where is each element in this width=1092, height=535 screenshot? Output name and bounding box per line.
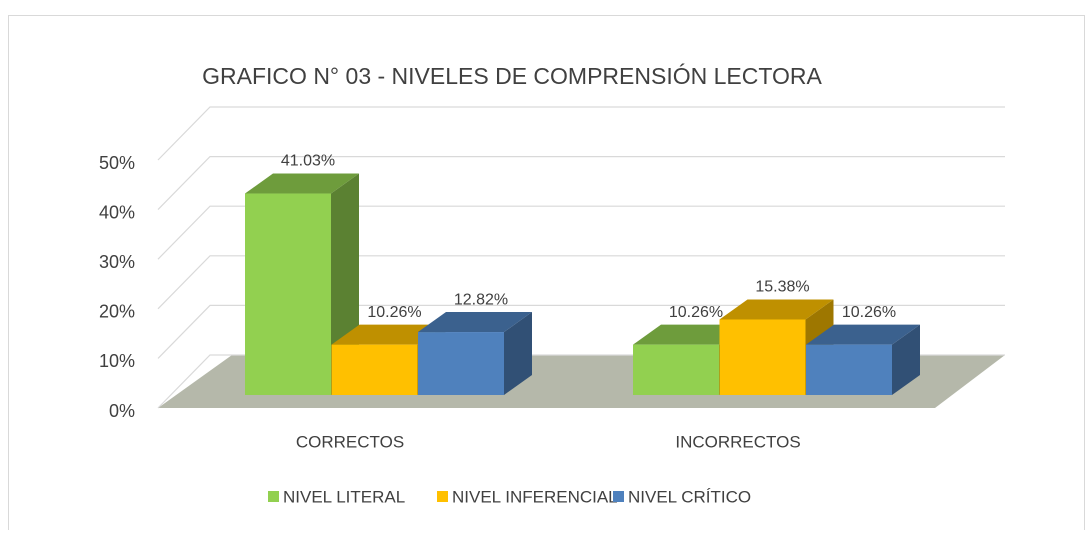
bar-side [504, 312, 532, 395]
bar-top [245, 173, 359, 194]
y-tick-label: 20% [99, 302, 135, 322]
bar-side [892, 324, 920, 395]
bar-top [418, 312, 532, 333]
legend-swatch [268, 491, 279, 502]
y-tick-label: 40% [99, 202, 135, 222]
grid-line [157, 255, 1005, 310]
bar-top [719, 299, 834, 320]
bar [806, 344, 892, 395]
legend-label: NIVEL LITERAL [283, 487, 405, 506]
bar-top [633, 324, 747, 345]
legend-label: NIVEL INFERENCIAL [452, 487, 618, 506]
y-tick-label: 0% [109, 401, 135, 421]
x-tick-label: INCORRECTOS [675, 432, 800, 451]
bar-top [331, 324, 446, 345]
data-label: 41.03% [281, 153, 335, 170]
bar [633, 344, 719, 395]
grid-line [157, 106, 1005, 161]
y-tick-label: 50% [99, 153, 135, 173]
legend-swatch [613, 491, 624, 502]
data-label: 15.38% [755, 279, 809, 296]
grid-line [157, 205, 1005, 260]
bar [719, 319, 806, 395]
chart-title: GRAFICO N° 03 - NIVELES DE COMPRENSIÓN L… [202, 63, 822, 89]
bar [245, 193, 331, 395]
data-label: 10.26% [842, 304, 896, 321]
bar [331, 344, 418, 395]
x-tick-label: CORRECTOS [296, 432, 404, 451]
y-tick-label: 10% [99, 351, 135, 371]
bar [418, 332, 504, 395]
legend-label: NIVEL CRÍTICO [628, 487, 751, 506]
y-tick-label: 30% [99, 252, 135, 272]
chart-frame [8, 15, 1085, 535]
bar-top [806, 324, 920, 345]
data-label: 10.26% [669, 304, 723, 321]
grid-line [157, 156, 1005, 211]
legend-swatch [437, 491, 448, 502]
data-label: 10.26% [367, 304, 421, 321]
data-label: 12.82% [454, 291, 508, 308]
